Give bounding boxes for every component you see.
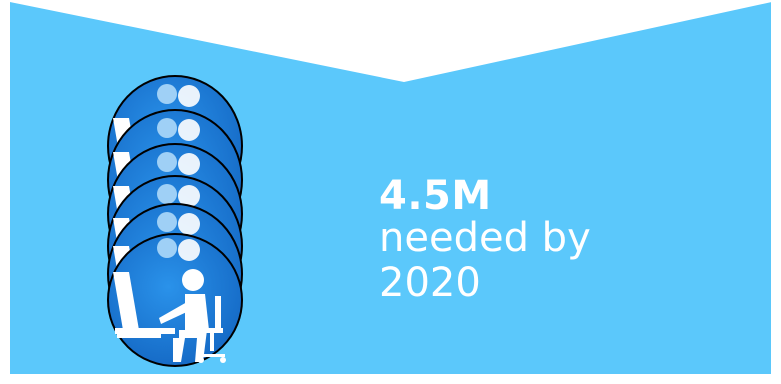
worker-badge	[107, 233, 243, 367]
left-frame-strip	[0, 0, 10, 384]
stat-value: 4.5M	[379, 173, 492, 219]
stat-caption-line1: needed by	[379, 215, 591, 261]
worker-badge-stack	[107, 75, 243, 367]
bottom-frame-strip	[0, 374, 781, 384]
stat-caption-line2: 2020	[379, 260, 481, 306]
stat-block: 4.5M needed by 2020	[379, 176, 679, 306]
right-frame-strip	[771, 0, 781, 384]
